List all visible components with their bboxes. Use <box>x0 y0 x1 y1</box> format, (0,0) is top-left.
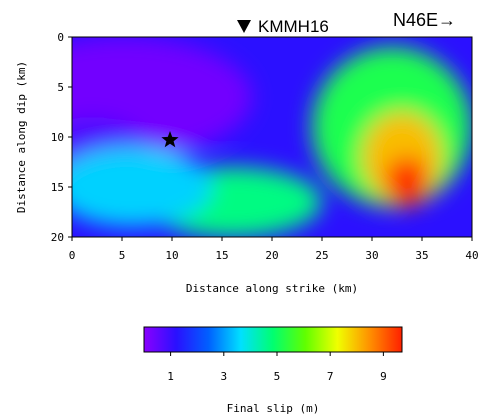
station-label: KMMH16 <box>258 17 329 36</box>
y-axis-label: Distance along dip (km) <box>15 61 28 213</box>
slip-patch-3 <box>72 147 212 227</box>
slip-patch-6 <box>385 157 429 207</box>
strike-direction-label: N46E→ <box>393 10 456 30</box>
colorbar-tick-label: 9 <box>380 370 387 383</box>
y-tick-label: 15 <box>51 181 64 194</box>
colorbar-ticks: 1 3 5 7 9 <box>167 352 387 383</box>
colorbar-tick-label: 5 <box>274 370 281 383</box>
colorbar-label: Final slip (m) <box>227 402 320 415</box>
x-tick-label: 30 <box>365 249 378 262</box>
x-tick-label: 25 <box>315 249 328 262</box>
y-tick-label: 5 <box>57 81 64 94</box>
colorbar-tick-label: 3 <box>220 370 227 383</box>
y-tick-label: 10 <box>51 131 64 144</box>
colorbar-tick-label: 7 <box>327 370 334 383</box>
x-axis-label: Distance along strike (km) <box>186 282 358 295</box>
x-tick-label: 5 <box>119 249 126 262</box>
slip-heatmap <box>72 37 472 237</box>
colorbar-gradient <box>143 326 403 353</box>
station-marker: KMMH16 <box>237 17 329 36</box>
hypocenter-star-icon <box>161 131 179 148</box>
x-tick-label: 10 <box>165 249 178 262</box>
y-axis-ticks: 0 5 10 15 20 <box>51 31 72 244</box>
x-tick-label: 35 <box>415 249 428 262</box>
y-tick-label: 20 <box>51 231 64 244</box>
colorbar: 1 3 5 7 9 Final slip (m) <box>143 326 403 415</box>
x-tick-label: 40 <box>465 249 478 262</box>
station-triangle-icon <box>237 20 251 33</box>
x-tick-label: 20 <box>265 249 278 262</box>
colorbar-tick-label: 1 <box>167 370 174 383</box>
x-tick-label: 15 <box>215 249 228 262</box>
slip-patches <box>72 37 472 237</box>
y-tick-label: 0 <box>57 31 64 44</box>
x-tick-label: 0 <box>69 249 76 262</box>
x-axis-ticks: 0 5 10 15 20 25 30 35 40 <box>69 237 479 262</box>
